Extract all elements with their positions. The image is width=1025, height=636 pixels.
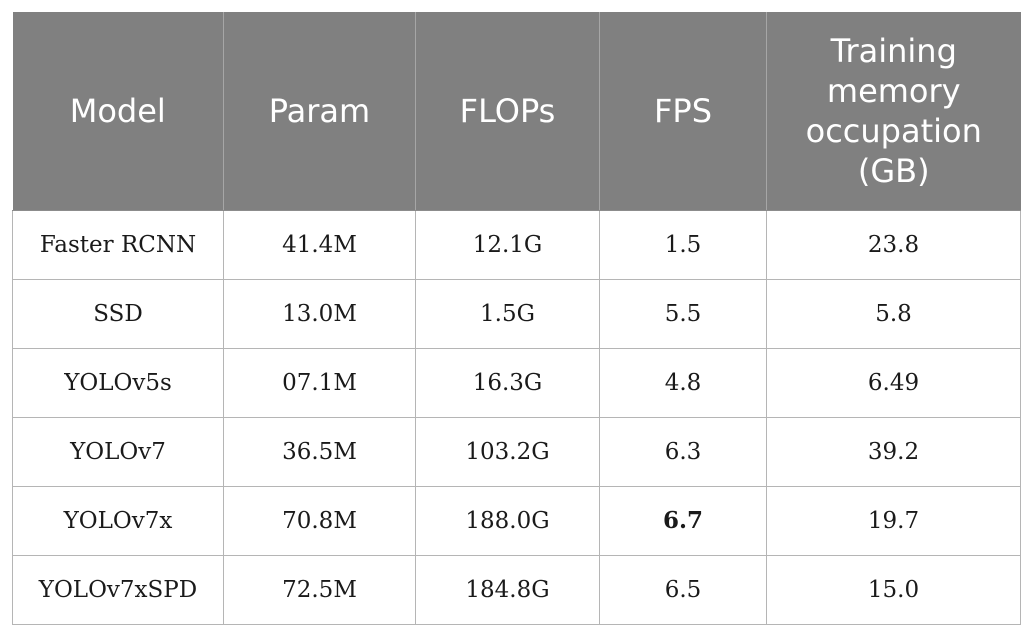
header-model: Model (12, 12, 224, 211)
cell-param: 72.5M (223, 554, 416, 625)
cell-fps: 6.7 (599, 485, 767, 556)
cell-flops: 103.2G (415, 416, 600, 487)
cell-param: 70.8M (223, 485, 416, 556)
table-row: YOLOv5s 07.1M 16.3G 4.8 6.49 (12, 347, 1021, 418)
cell-model: SSD (12, 278, 224, 349)
cell-flops: 16.3G (415, 347, 600, 418)
cell-memory: 5.8 (766, 278, 1021, 349)
table-row: Faster RCNN 41.4M 12.1G 1.5 23.8 (12, 209, 1021, 280)
cell-param: 13.0M (223, 278, 416, 349)
header-flops: FLOPs (415, 12, 600, 211)
cell-fps: 4.8 (599, 347, 767, 418)
cell-memory: 39.2 (766, 416, 1021, 487)
cell-flops: 12.1G (415, 209, 600, 280)
cell-param: 36.5M (223, 416, 416, 487)
cell-flops: 184.8G (415, 554, 600, 625)
cell-flops: 1.5G (415, 278, 600, 349)
cell-fps: 6.3 (599, 416, 767, 487)
cell-model: YOLOv5s (12, 347, 224, 418)
header-training-memory: Training memory occupation (GB) (766, 12, 1021, 211)
table-row: YOLOv7xSPD 72.5M 184.8G 6.5 15.0 (12, 554, 1021, 625)
cell-model: YOLOv7 (12, 416, 224, 487)
comparison-table: Model Param FLOPs FPS Training memory oc… (12, 12, 1021, 625)
header-fps: FPS (599, 12, 767, 211)
table-body: Faster RCNN 41.4M 12.1G 1.5 23.8 SSD 13.… (12, 209, 1021, 625)
cell-fps: 6.5 (599, 554, 767, 625)
cell-param: 07.1M (223, 347, 416, 418)
cell-model: YOLOv7xSPD (12, 554, 224, 625)
cell-memory: 19.7 (766, 485, 1021, 556)
cell-model: Faster RCNN (12, 209, 224, 280)
table-header: Model Param FLOPs FPS Training memory oc… (12, 12, 1021, 211)
table-row: SSD 13.0M 1.5G 5.5 5.8 (12, 278, 1021, 349)
header-param: Param (223, 12, 416, 211)
cell-param: 41.4M (223, 209, 416, 280)
cell-flops: 188.0G (415, 485, 600, 556)
cell-memory: 15.0 (766, 554, 1021, 625)
cell-memory: 23.8 (766, 209, 1021, 280)
cell-fps: 1.5 (599, 209, 767, 280)
table-row: YOLOv7x 70.8M 188.0G 6.7 19.7 (12, 485, 1021, 556)
cell-model: YOLOv7x (12, 485, 224, 556)
table-row: YOLOv7 36.5M 103.2G 6.3 39.2 (12, 416, 1021, 487)
cell-memory: 6.49 (766, 347, 1021, 418)
cell-fps: 5.5 (599, 278, 767, 349)
header-row: Model Param FLOPs FPS Training memory oc… (12, 12, 1021, 211)
